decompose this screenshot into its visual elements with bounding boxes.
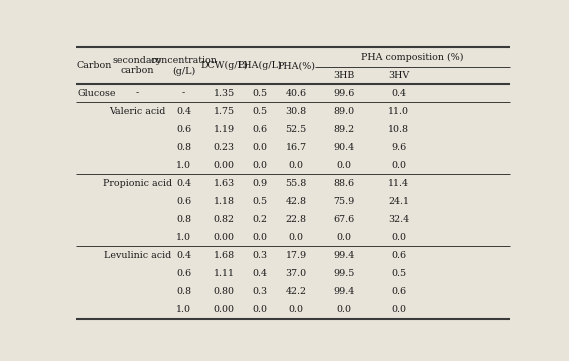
- Text: 22.8: 22.8: [286, 215, 307, 224]
- Text: 1.0: 1.0: [176, 305, 191, 314]
- Text: 1.0: 1.0: [176, 161, 191, 170]
- Text: 67.6: 67.6: [333, 215, 354, 224]
- Text: 90.4: 90.4: [333, 143, 354, 152]
- Text: Propionic acid: Propionic acid: [103, 179, 172, 188]
- Text: 0.6: 0.6: [253, 125, 268, 134]
- Text: Carbon: Carbon: [77, 61, 112, 70]
- Text: 99.6: 99.6: [333, 88, 354, 97]
- Text: 0.00: 0.00: [214, 305, 235, 314]
- Text: 0.0: 0.0: [336, 161, 352, 170]
- Text: 0.5: 0.5: [253, 88, 268, 97]
- Text: Levulinic acid: Levulinic acid: [104, 251, 171, 260]
- Text: 89.2: 89.2: [333, 125, 354, 134]
- Text: 0.8: 0.8: [176, 143, 191, 152]
- Text: 0.00: 0.00: [214, 161, 235, 170]
- Text: 0.6: 0.6: [176, 125, 191, 134]
- Text: 0.4: 0.4: [176, 251, 191, 260]
- Text: 99.5: 99.5: [333, 269, 354, 278]
- Text: 1.35: 1.35: [214, 88, 235, 97]
- Text: 0.0: 0.0: [391, 161, 406, 170]
- Text: 1.63: 1.63: [214, 179, 235, 188]
- Text: 0.3: 0.3: [253, 287, 268, 296]
- Text: 0.4: 0.4: [176, 179, 191, 188]
- Text: 42.2: 42.2: [286, 287, 307, 296]
- Text: PHA(g/L): PHA(g/L): [238, 61, 283, 70]
- Text: 0.4: 0.4: [176, 106, 191, 116]
- Text: Valeric acid: Valeric acid: [109, 106, 166, 116]
- Text: 1.18: 1.18: [214, 197, 235, 206]
- Text: 0.3: 0.3: [253, 251, 268, 260]
- Text: 11.0: 11.0: [388, 106, 409, 116]
- Text: 88.6: 88.6: [333, 179, 354, 188]
- Text: PHA composition (%): PHA composition (%): [361, 52, 464, 62]
- Text: 1.19: 1.19: [214, 125, 235, 134]
- Text: 3HV: 3HV: [388, 71, 409, 80]
- Text: 89.0: 89.0: [333, 106, 354, 116]
- Text: 0.0: 0.0: [391, 305, 406, 314]
- Text: 0.0: 0.0: [336, 305, 352, 314]
- Text: 0.8: 0.8: [176, 215, 191, 224]
- Text: 1.75: 1.75: [214, 106, 235, 116]
- Text: secondary
carbon: secondary carbon: [113, 56, 162, 75]
- Text: Glucose: Glucose: [78, 88, 116, 97]
- Text: 0.80: 0.80: [214, 287, 235, 296]
- Text: 0.0: 0.0: [391, 233, 406, 242]
- Text: 0.5: 0.5: [253, 197, 268, 206]
- Text: 75.9: 75.9: [333, 197, 354, 206]
- Text: 0.2: 0.2: [253, 215, 268, 224]
- Text: 0.6: 0.6: [391, 287, 406, 296]
- Text: 0.6: 0.6: [176, 269, 191, 278]
- Text: 0.5: 0.5: [253, 106, 268, 116]
- Text: 52.5: 52.5: [286, 125, 307, 134]
- Text: 0.9: 0.9: [253, 179, 268, 188]
- Text: 30.8: 30.8: [286, 106, 307, 116]
- Text: 0.0: 0.0: [336, 233, 352, 242]
- Text: 11.4: 11.4: [388, 179, 409, 188]
- Text: 3HB: 3HB: [333, 71, 354, 80]
- Text: 0.0: 0.0: [288, 305, 303, 314]
- Text: PHA(%): PHA(%): [277, 61, 315, 70]
- Text: 0.5: 0.5: [391, 269, 406, 278]
- Text: -: -: [182, 88, 185, 97]
- Text: 0.4: 0.4: [253, 269, 268, 278]
- Text: 55.8: 55.8: [286, 179, 307, 188]
- Text: 9.6: 9.6: [391, 143, 406, 152]
- Text: 0.0: 0.0: [253, 143, 268, 152]
- Text: 0.4: 0.4: [391, 88, 406, 97]
- Text: 1.68: 1.68: [214, 251, 235, 260]
- Text: 24.1: 24.1: [388, 197, 409, 206]
- Text: 16.7: 16.7: [286, 143, 307, 152]
- Text: 0.23: 0.23: [214, 143, 235, 152]
- Text: 0.82: 0.82: [214, 215, 235, 224]
- Text: DCW(g/L): DCW(g/L): [200, 61, 248, 70]
- Text: 32.4: 32.4: [388, 215, 409, 224]
- Text: 99.4: 99.4: [333, 287, 354, 296]
- Text: 0.0: 0.0: [288, 233, 303, 242]
- Text: 1.11: 1.11: [214, 269, 235, 278]
- Text: 0.6: 0.6: [176, 197, 191, 206]
- Text: -: -: [135, 88, 139, 97]
- Text: 0.0: 0.0: [288, 161, 303, 170]
- Text: 0.8: 0.8: [176, 287, 191, 296]
- Text: 99.4: 99.4: [333, 251, 354, 260]
- Text: 0.00: 0.00: [214, 233, 235, 242]
- Text: 0.0: 0.0: [253, 305, 268, 314]
- Text: 37.0: 37.0: [286, 269, 307, 278]
- Text: 10.8: 10.8: [388, 125, 409, 134]
- Text: 42.8: 42.8: [286, 197, 307, 206]
- Text: 17.9: 17.9: [286, 251, 307, 260]
- Text: 40.6: 40.6: [286, 88, 307, 97]
- Text: 1.0: 1.0: [176, 233, 191, 242]
- Text: concentration
(g/L): concentration (g/L): [150, 56, 217, 75]
- Text: 0.0: 0.0: [253, 161, 268, 170]
- Text: 0.0: 0.0: [253, 233, 268, 242]
- Text: 0.6: 0.6: [391, 251, 406, 260]
